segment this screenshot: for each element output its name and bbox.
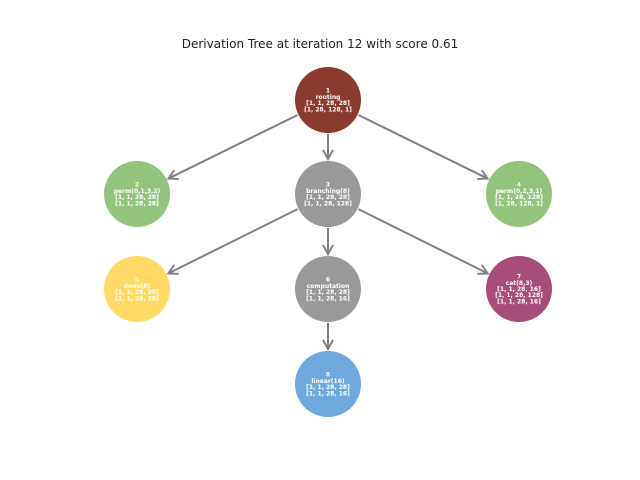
node-circle-1 [295,67,361,133]
diagram-title: Derivation Tree at iteration 12 with sco… [181,37,459,51]
node-circle-4 [486,161,552,227]
node-2-line-3: [1, 1, 28, 28] [115,200,159,207]
node-circle-7 [486,256,552,322]
node-1-line-3: [1, 28, 128, 1] [304,106,352,113]
node-2-line-1: perm(0,1,3,2) [114,188,161,195]
node-circle-6 [295,256,361,322]
edge-3-to-5 [168,208,299,273]
node-circle-2 [104,161,170,227]
node-7-line-4: [1, 1, 28, 16] [497,298,541,305]
edges-layer [168,114,488,349]
node-4-line-0: 4 [517,182,521,189]
node-8-line-0: 8 [326,372,330,379]
node-5-line-2: [1, 1, 28, 28] [115,289,159,296]
node-4-line-1: perm(0,2,3,1) [496,188,543,195]
node-5-line-1: done(8) [124,283,151,290]
node-3-line-1: branching(8) [306,188,350,195]
node-1-line-2: [1, 1, 28, 28] [306,100,350,107]
node-6-line-2: [1, 1, 28, 28] [306,289,350,296]
node-circle-5 [104,256,170,322]
edge-1-to-4 [358,114,488,179]
node-1-line-1: routing [316,94,341,101]
node-7-line-0: 7 [517,274,521,281]
node-5-line-0: 5 [135,277,139,284]
node-8-line-2: [1, 1, 28, 28] [306,384,350,391]
node-4-line-2: [1, 1, 28, 128] [495,194,543,201]
node-6-line-0: 6 [326,277,330,284]
node-3-line-3: [1, 1, 28, 128] [304,200,352,207]
node-1-line-0: 1 [326,88,330,95]
node-6-line-3: [1, 1, 28, 16] [306,295,350,302]
node-2-line-0: 2 [135,182,139,189]
node-3-line-0: 3 [326,182,330,189]
node-circle-3 [295,161,361,227]
node-5-line-3: [1, 1, 28, 28] [115,295,159,302]
node-7-line-2: [1, 1, 28, 16] [497,286,541,293]
node-7-line-3: [1, 1, 28, 128] [495,292,543,299]
node-6-line-1: computation [307,283,350,290]
node-8-line-1: linear(16) [311,378,345,385]
node-circle-8 [295,351,361,417]
node-7-line-1: cat(8,3) [506,280,533,287]
node-4-line-3: [1, 28, 128, 1] [495,200,543,207]
node-2-line-2: [1, 1, 28, 28] [115,194,159,201]
node-8-line-3: [1, 1, 28, 16] [306,390,350,397]
node-3-line-2: [1, 1, 28, 28] [306,194,350,201]
edge-3-to-7 [357,208,487,273]
edge-1-to-2 [168,114,298,179]
